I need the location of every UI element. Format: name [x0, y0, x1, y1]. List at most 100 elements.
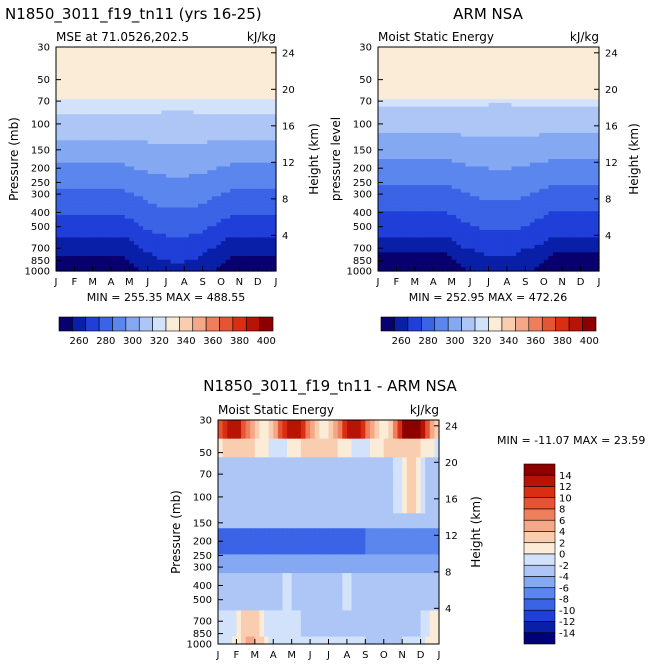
field-cell: [244, 208, 249, 212]
field-cell: [424, 114, 429, 118]
field-cell: [97, 58, 102, 62]
field-cell: [507, 129, 512, 133]
field-cell: [249, 226, 254, 230]
field-cell: [576, 96, 581, 100]
field-cell: [512, 122, 517, 126]
field-cell: [175, 77, 180, 81]
field-cell: [585, 189, 590, 193]
field-cell: [249, 196, 254, 200]
field-cell: [438, 58, 443, 62]
field-cell: [410, 152, 415, 156]
field-cell: [581, 200, 586, 204]
field-cell: [433, 144, 438, 148]
field-cell: [484, 144, 489, 148]
field-cell: [410, 125, 415, 129]
field-cell: [535, 133, 540, 137]
field-cell: [253, 51, 258, 55]
field-cell: [106, 103, 111, 107]
field-cell: [180, 208, 185, 212]
field-cell: [221, 54, 226, 58]
field-cell: [161, 77, 166, 81]
field-cell: [525, 163, 530, 167]
field-cell: [226, 114, 231, 118]
field-cell: [106, 163, 111, 167]
field-cell: [143, 260, 148, 264]
field-cell: [116, 219, 121, 223]
field-cell: [74, 58, 79, 62]
field-cell: [70, 96, 75, 100]
field-cell: [203, 84, 208, 88]
field-cell: [410, 178, 415, 182]
field-cell: [184, 107, 189, 111]
field-cell: [116, 107, 121, 111]
field-cell: [134, 260, 139, 264]
field-cell: [401, 144, 406, 148]
field-cell: [221, 208, 226, 212]
field-cell: [239, 152, 244, 156]
field-cell: [456, 170, 461, 174]
field-cell: [507, 107, 512, 111]
field-cell: [378, 137, 383, 141]
field-cell: [489, 118, 494, 122]
field-cell: [558, 107, 563, 111]
field-cell: [267, 211, 272, 215]
field-cell: [97, 185, 102, 189]
field-cell: [125, 96, 130, 100]
field-cell: [479, 159, 484, 163]
field-cell: [452, 170, 457, 174]
field-cell: [249, 204, 254, 208]
field-cell: [180, 219, 185, 223]
field-cell: [567, 133, 572, 137]
field-cell: [74, 252, 79, 256]
field-cell: [65, 152, 70, 156]
field-cell: [452, 73, 457, 77]
field-cell: [161, 69, 166, 73]
field-cell: [581, 174, 586, 178]
field-cell: [498, 66, 503, 70]
field-cell: [489, 166, 494, 170]
field-cell: [129, 208, 134, 212]
field-cell: [262, 96, 267, 100]
field-cell: [249, 137, 254, 141]
field-cell: [203, 241, 208, 245]
field-cell: [111, 54, 116, 58]
field-cell: [433, 58, 438, 62]
field-cell: [88, 256, 93, 260]
field-cell: [521, 118, 526, 122]
field-cell: [267, 133, 272, 137]
field-cell: [148, 47, 153, 51]
field-cell: [139, 174, 144, 178]
field-cell: [401, 77, 406, 81]
field-cell: [558, 103, 563, 107]
field-cell: [442, 118, 447, 122]
field-cell: [226, 170, 231, 174]
field-cell: [139, 84, 144, 88]
field-cell: [207, 163, 212, 167]
field-cell: [65, 241, 70, 245]
field-cell: [419, 137, 424, 141]
field-cell: [212, 226, 217, 230]
field-cell: [161, 245, 166, 249]
field-cell: [502, 170, 507, 174]
field-cell: [171, 155, 176, 159]
field-cell: [184, 241, 189, 245]
field-cell: [590, 129, 595, 133]
field-cell: [129, 256, 134, 260]
field-cell: [79, 196, 84, 200]
field-cell: [207, 222, 212, 226]
field-cell: [262, 256, 267, 260]
field-cell: [452, 178, 457, 182]
field-cell: [438, 137, 443, 141]
field-cell: [429, 152, 434, 156]
field-cell: [189, 62, 194, 66]
field-cell: [102, 58, 107, 62]
field-cell: [102, 241, 107, 245]
field-cell: [516, 178, 521, 182]
field-cell: [493, 92, 498, 96]
field-cell: [424, 62, 429, 66]
field-cell: [139, 215, 144, 219]
field-cell: [139, 219, 144, 223]
field-cell: [120, 204, 125, 208]
field-cell: [258, 140, 263, 144]
field-cell: [207, 241, 212, 245]
